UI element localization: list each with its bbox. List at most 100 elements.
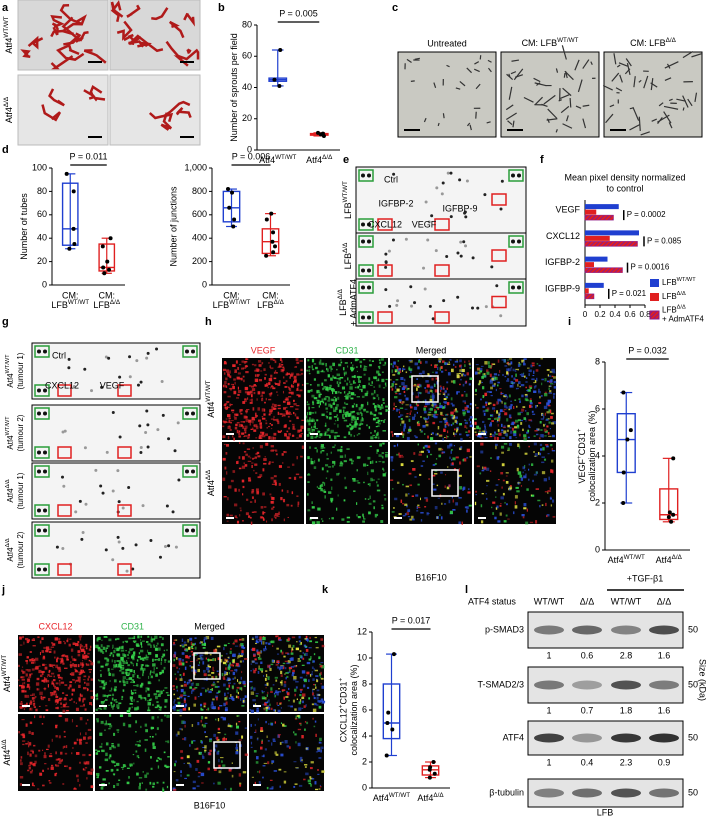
signal <box>237 654 241 658</box>
signal <box>269 422 272 425</box>
signal <box>230 404 233 406</box>
signal <box>54 637 58 641</box>
signal <box>280 363 283 365</box>
signal <box>515 486 519 489</box>
signal <box>72 642 76 646</box>
spot <box>367 268 371 273</box>
text-segment: Atf4 <box>6 547 15 562</box>
signal <box>29 761 33 765</box>
signal <box>251 462 254 464</box>
signal <box>128 637 132 640</box>
signal <box>209 738 213 740</box>
signal <box>544 391 547 395</box>
signal <box>366 464 369 466</box>
signal <box>164 659 167 661</box>
signal <box>398 513 402 515</box>
signal <box>324 379 327 382</box>
signal <box>321 362 325 366</box>
signal <box>75 725 78 727</box>
highlight-box <box>117 504 132 517</box>
signal <box>349 458 353 461</box>
signal <box>226 687 229 691</box>
panel-label: j <box>1 584 5 596</box>
signal <box>430 386 434 389</box>
signal <box>114 647 116 650</box>
signal <box>287 466 290 468</box>
signal <box>163 788 165 793</box>
signal <box>287 638 290 641</box>
spot <box>396 299 400 303</box>
signal <box>235 668 238 673</box>
signal <box>408 493 410 495</box>
signal <box>546 515 548 518</box>
signal <box>132 648 134 650</box>
signal <box>311 429 313 433</box>
spot <box>165 504 169 508</box>
signal <box>179 678 183 682</box>
signal <box>249 399 252 401</box>
signal <box>494 489 497 492</box>
row-label-line: Atf4WT/WT <box>205 380 216 417</box>
signal <box>441 406 445 409</box>
x-tick-label-line: LFBΔ/Δ <box>257 299 284 310</box>
signal <box>297 728 302 731</box>
signal <box>98 766 102 769</box>
signal <box>489 424 492 427</box>
signal <box>506 429 509 432</box>
cell <box>564 70 574 81</box>
signal <box>299 760 302 762</box>
data-point <box>432 771 437 776</box>
signal <box>137 635 140 639</box>
superscript: WT/WT <box>1 655 8 676</box>
signal <box>311 358 315 363</box>
signal <box>208 690 212 694</box>
signal <box>185 655 189 659</box>
signal <box>116 647 120 652</box>
signal <box>484 392 488 397</box>
signal <box>315 788 319 791</box>
signal <box>212 683 216 686</box>
signal <box>415 436 418 439</box>
signal <box>132 652 135 655</box>
signal <box>174 651 177 655</box>
signal <box>550 412 554 415</box>
bar <box>585 262 594 268</box>
signal <box>466 448 470 453</box>
y-tick-label: 8 <box>595 356 600 366</box>
signal <box>437 497 441 499</box>
signal <box>259 445 263 449</box>
signal <box>42 696 46 699</box>
signal <box>85 662 87 666</box>
signal <box>128 707 131 710</box>
spot <box>511 285 515 290</box>
signal <box>244 361 248 363</box>
signal <box>210 704 214 708</box>
signal <box>479 430 481 433</box>
signal <box>173 688 175 690</box>
signal <box>332 402 336 405</box>
signal <box>202 647 206 649</box>
signal <box>298 707 302 711</box>
signal <box>369 412 374 416</box>
signal <box>344 401 346 405</box>
y-tick-label: 600 <box>192 209 207 219</box>
signal <box>306 411 309 416</box>
signal <box>111 744 115 748</box>
band <box>534 680 564 690</box>
signal <box>88 753 92 757</box>
signal <box>409 412 411 416</box>
signal <box>69 681 73 684</box>
signal <box>215 675 217 678</box>
signal <box>166 785 169 789</box>
spot <box>83 367 87 371</box>
signal <box>154 635 158 639</box>
signal <box>296 437 299 439</box>
signal <box>501 400 503 404</box>
signal <box>155 695 158 700</box>
signal <box>339 376 344 379</box>
signal <box>289 420 292 423</box>
signal <box>72 679 76 681</box>
signal <box>321 488 323 491</box>
signal <box>398 411 401 414</box>
signal <box>451 415 455 419</box>
